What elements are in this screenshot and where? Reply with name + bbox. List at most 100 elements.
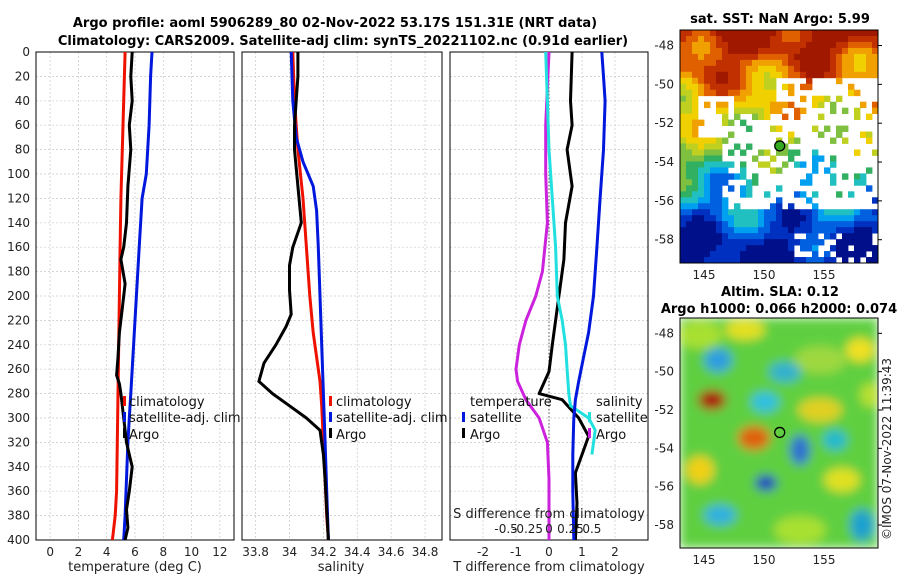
sst-cell: [830, 233, 837, 240]
sst-cell: [728, 119, 735, 126]
sst-cell: [782, 257, 789, 263]
sst-cell: [794, 161, 801, 168]
sst-cell: [680, 251, 687, 258]
legend-s-argo: Argo: [596, 428, 626, 443]
map-y-tick-label: -58: [654, 233, 674, 247]
sst-cell: [818, 71, 825, 79]
sst-cell: [710, 245, 717, 252]
sst-cell: [752, 113, 759, 121]
sst-cell: [764, 53, 771, 61]
sst-cell: [734, 107, 741, 115]
sst-cell: [788, 41, 795, 49]
sst-cell: [698, 185, 705, 192]
sst-cell: [698, 221, 705, 228]
sst-cell: [860, 245, 867, 252]
sst-cell: [848, 89, 855, 97]
sst-cell: [704, 167, 711, 174]
sst-cell: [824, 215, 831, 222]
sst-cell: [686, 89, 693, 97]
sst-cell: [812, 53, 819, 61]
sst-cell: [692, 179, 699, 186]
sst-cell: [866, 131, 873, 138]
sst-cell: [734, 215, 741, 222]
y-tick-label: 220: [7, 313, 30, 327]
y-tick-label: 0: [22, 45, 30, 59]
sst-cell: [746, 251, 753, 258]
sst-cell: [746, 191, 753, 198]
y-tick-label: 300: [7, 411, 30, 425]
sst-cell: [746, 227, 753, 234]
sst-cell: [872, 245, 878, 252]
sst-cell: [806, 257, 813, 263]
sst-cell: [842, 173, 849, 180]
sst-cell: [836, 41, 843, 49]
sst-cell: [824, 30, 831, 37]
sst-cell: [842, 209, 849, 216]
sst-cell: [848, 30, 855, 37]
sst-cell: [686, 65, 693, 73]
sst-cell: [812, 221, 819, 228]
sst-cell: [776, 30, 783, 37]
sst-cell: [812, 47, 819, 55]
sst-cell: [806, 239, 813, 246]
legend-climatology-swatch: [329, 396, 332, 406]
sst-cell: [830, 179, 837, 186]
sst-cell: [818, 215, 825, 222]
difference-legend: temperature satellite Argo salinity sate…: [462, 395, 648, 443]
sst-cell: [728, 41, 735, 49]
sst-cell: [836, 251, 843, 258]
sst-cell: [728, 53, 735, 61]
sst-cell: [686, 131, 693, 138]
sst-cell: [740, 191, 747, 198]
sst-cell: [740, 53, 747, 61]
sst-cell: [806, 41, 813, 49]
sst-cell: [722, 245, 729, 252]
sst-cell: [710, 35, 717, 43]
sst-cell: [746, 71, 753, 79]
sst-cell: [848, 83, 855, 91]
sst-cell: [686, 101, 693, 109]
sst-cell: [680, 35, 687, 43]
sst-cell: [680, 89, 687, 97]
sst-cell: [692, 137, 699, 144]
sst-cell: [764, 245, 771, 252]
sst-cell: [788, 71, 795, 79]
sst-cell: [764, 113, 771, 121]
sst-cell: [716, 185, 723, 192]
sst-cell: [776, 203, 783, 210]
sst-cell: [680, 257, 687, 263]
sst-cell: [728, 227, 735, 234]
sst-cell: [830, 209, 837, 216]
sst-cell: [746, 221, 753, 228]
sst-cell: [836, 30, 843, 37]
sst-cell: [854, 233, 861, 240]
sst-cell: [722, 35, 729, 43]
sst-cell: [746, 89, 753, 97]
sst-cell: [758, 107, 765, 115]
y-tick-label: 160: [7, 240, 30, 254]
sst-cell: [782, 41, 789, 49]
sst-cell: [800, 161, 807, 168]
x-tick-label: 33.8: [242, 545, 269, 559]
legend-t-satellite-swatch: [462, 412, 465, 422]
sst-cell: [866, 215, 873, 222]
sst-cell: [740, 215, 747, 222]
sst-cell: [698, 197, 705, 204]
sst-cell: [704, 143, 711, 150]
sst-cell: [698, 257, 705, 263]
sst-cell: [782, 71, 789, 79]
sst-cell: [812, 125, 819, 132]
sst-cell: [872, 251, 878, 258]
s-tick-label: 0: [545, 522, 553, 536]
sst-cell: [704, 137, 711, 144]
sst-cell: [734, 221, 741, 228]
sst-cell: [788, 227, 795, 234]
sst-cell: [752, 71, 759, 79]
sst-cell: [758, 113, 765, 121]
sst-cell: [782, 215, 789, 222]
sst-cell: [722, 233, 729, 240]
sst-cell: [860, 35, 867, 43]
sst-cell: [764, 89, 771, 97]
difference-panel: -2 -1 0 1 2 T difference from climatology S …: [449, 51, 649, 575]
